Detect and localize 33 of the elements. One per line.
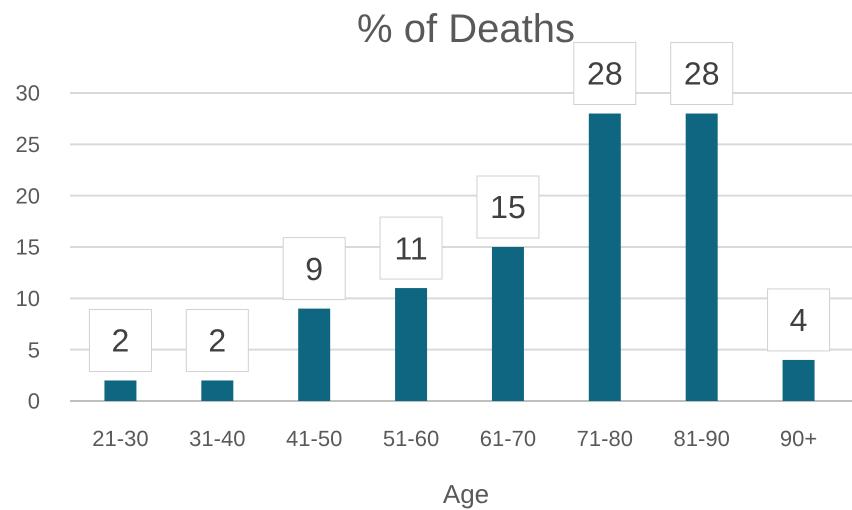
data-label: 28 [587,56,623,92]
x-tick-label: 41-50 [286,426,342,451]
data-label: 11 [394,230,428,266]
bar [588,114,621,401]
x-tick-label: 71-80 [576,426,633,451]
data-label: 4 [790,302,808,338]
x-tick-label: 81-90 [674,426,730,451]
bar [782,360,815,401]
data-label: 15 [490,189,526,226]
data-label: 2 [112,322,130,359]
bar [201,380,234,401]
chart-title: % of Deaths [357,7,575,51]
x-tick-label: 31-40 [189,426,246,451]
y-tick-label: 0 [28,388,40,414]
y-tick-label: 15 [16,234,40,260]
x-tick-label: 51-60 [382,426,440,451]
bar [686,114,718,401]
y-tick-label: 25 [16,132,40,158]
bar [492,247,524,401]
data-label: 28 [684,56,720,92]
y-tick-label: 20 [16,183,40,208]
x-axis-title: Age [442,479,490,509]
bar [298,308,330,401]
x-tick-label: 21-30 [92,426,149,451]
y-tick-label: 10 [16,286,40,312]
data-label: 2 [208,322,226,359]
data-label: 9 [305,250,324,287]
x-tick-label: 61-70 [480,426,536,451]
x-tick-label: 90+ [780,426,818,451]
bar [395,288,428,401]
y-tick-label: 5 [28,337,40,362]
y-tick-label: 30 [16,80,40,106]
bar [104,380,136,401]
